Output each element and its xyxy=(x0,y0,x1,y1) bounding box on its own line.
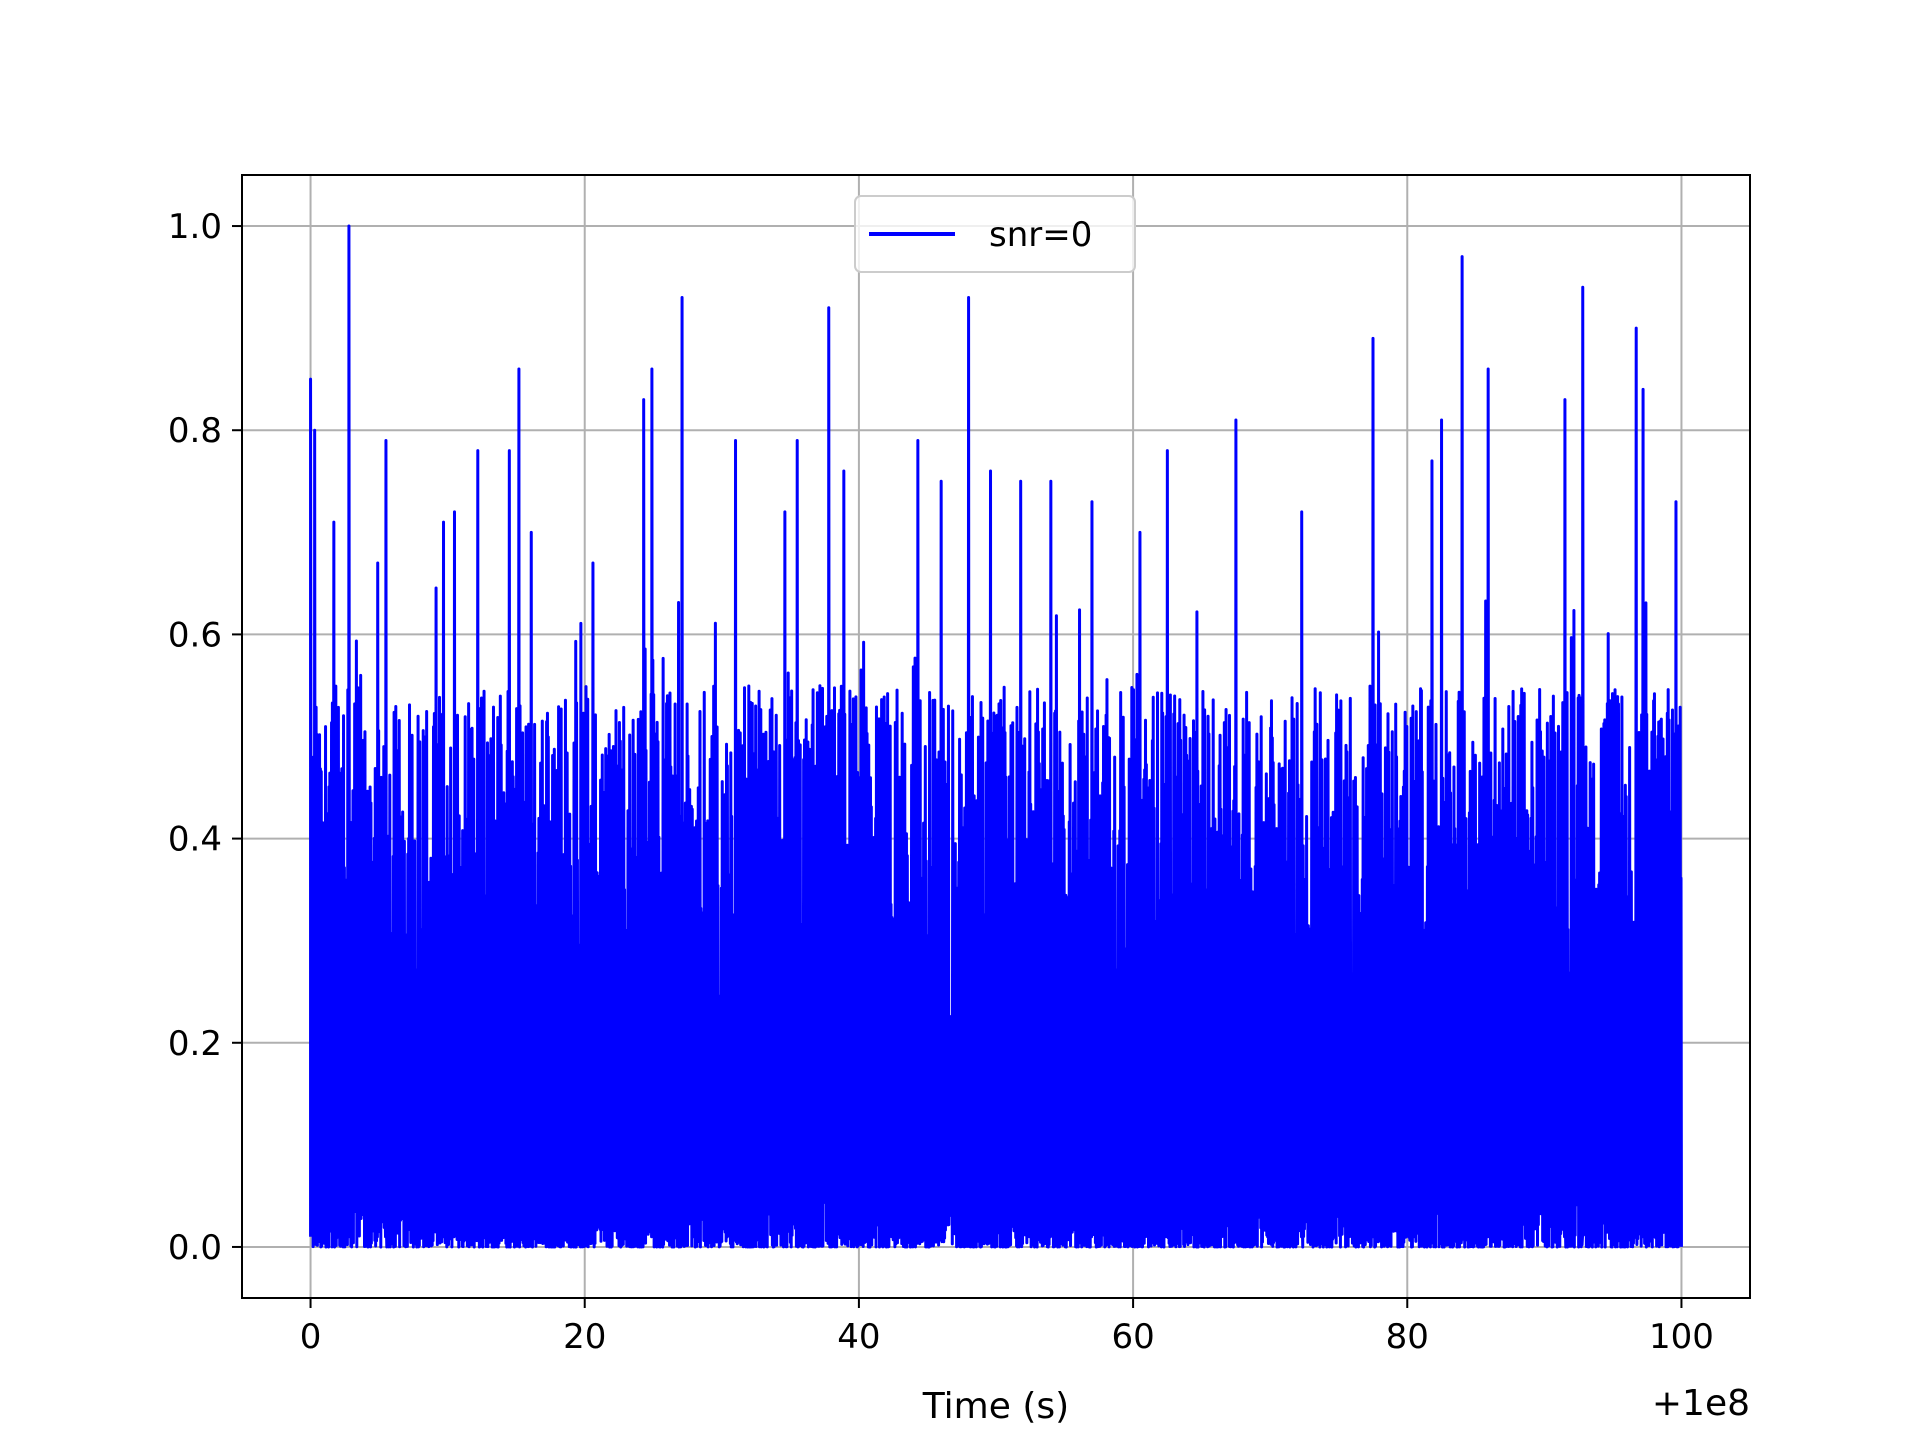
plot-area xyxy=(309,224,1683,1249)
x-tick-label: 20 xyxy=(563,1317,606,1357)
x-tick-label: 0 xyxy=(300,1317,322,1357)
x-axis-label: Time (s) xyxy=(922,1386,1069,1427)
x-tick-label: 40 xyxy=(837,1317,880,1357)
series-line-snr-0 xyxy=(309,224,1683,1249)
x-axis-offset-label: +1e8 xyxy=(1652,1383,1750,1424)
x-tick-label: 100 xyxy=(1649,1317,1714,1357)
legend: snr=0 xyxy=(854,195,1136,273)
tick-group: 0 20 40 60 80 100 0.0 0.2 0.4 0.6 0.8 1.0 xyxy=(168,207,1714,1357)
y-tick-label: 0.6 xyxy=(168,615,222,655)
y-tick-label: 1.0 xyxy=(168,207,222,247)
x-tick-label: 60 xyxy=(1111,1317,1154,1357)
y-tick-label: 0.8 xyxy=(168,411,222,451)
axes-frame xyxy=(241,174,1751,1299)
y-tick-label: 0.2 xyxy=(168,1024,222,1064)
y-tick-label: 0.0 xyxy=(168,1228,222,1268)
legend-box xyxy=(854,195,1136,273)
legend-label: snr=0 xyxy=(989,215,1092,255)
y-tick-label: 0.4 xyxy=(168,820,222,860)
x-tick-label: 80 xyxy=(1386,1317,1429,1357)
